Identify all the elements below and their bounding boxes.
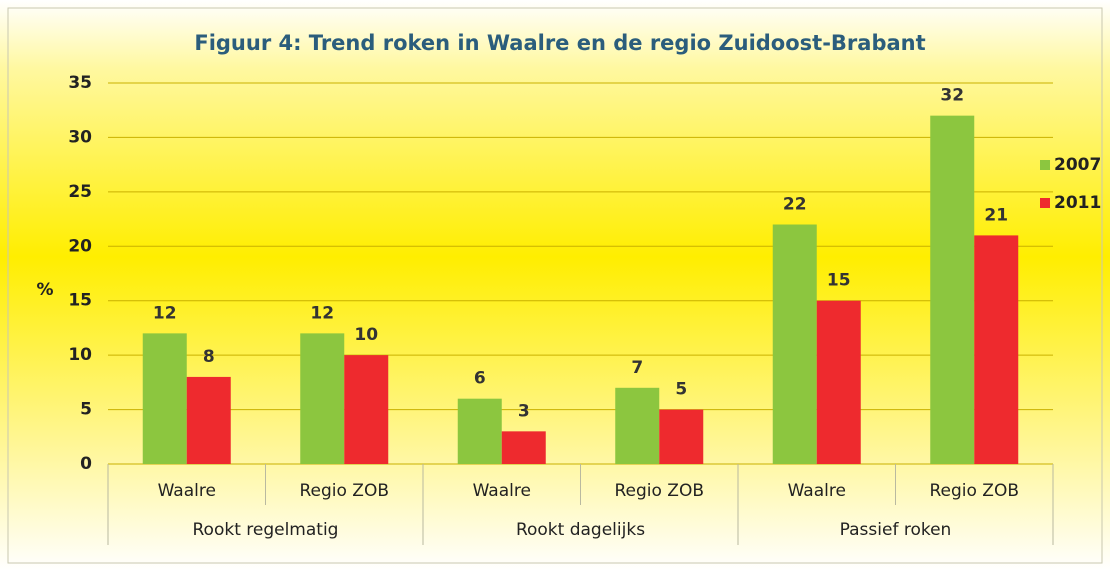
x-tick-label: Waalre <box>473 481 531 501</box>
bar <box>501 431 546 464</box>
x-tick-label: Waalre <box>788 481 846 501</box>
y-tick-label: 15 <box>68 291 92 311</box>
y-tick-label: 20 <box>68 236 92 256</box>
bar <box>300 333 345 464</box>
group-label: Passief roken <box>840 520 952 540</box>
y-tick-label: 0 <box>80 454 92 474</box>
data-label: 21 <box>984 205 1008 225</box>
x-tick-label: Regio ZOB <box>614 481 704 501</box>
group-label: Rookt regelmatig <box>193 520 339 540</box>
chart-title: Figuur 4: Trend roken in Waalre en de re… <box>194 31 925 55</box>
data-label: 7 <box>631 358 643 378</box>
bar <box>344 355 389 464</box>
data-label: 32 <box>940 86 964 106</box>
bar <box>930 115 975 465</box>
y-tick-label: 35 <box>68 73 92 93</box>
data-label: 15 <box>827 271 851 291</box>
data-label: 22 <box>783 195 807 215</box>
x-tick-label: Regio ZOB <box>929 481 1019 501</box>
group-label: Rookt dagelijks <box>516 520 645 540</box>
data-label: 8 <box>203 347 215 367</box>
y-tick-label: 10 <box>68 345 92 365</box>
bar <box>816 300 861 464</box>
bar <box>659 409 704 464</box>
x-tick-label: Waalre <box>158 481 216 501</box>
bar <box>615 387 660 464</box>
bar <box>457 398 502 464</box>
data-label: 10 <box>354 325 378 345</box>
legend-swatch <box>1040 160 1050 170</box>
legend-label: 2011 <box>1054 193 1101 213</box>
bar <box>142 333 187 464</box>
y-tick-label: 5 <box>80 400 92 420</box>
y-axis-label: % <box>36 280 53 300</box>
y-tick-label: 25 <box>68 182 92 202</box>
bar <box>186 376 231 464</box>
data-label: 6 <box>474 369 486 389</box>
bar <box>772 224 817 464</box>
frame <box>7 7 1103 564</box>
y-tick-label: 30 <box>68 127 92 147</box>
legend-swatch <box>1040 198 1050 208</box>
data-label: 12 <box>310 303 334 323</box>
legend-label: 2007 <box>1054 155 1101 175</box>
x-tick-label: Regio ZOB <box>299 481 389 501</box>
data-label: 3 <box>518 401 530 421</box>
data-label: 12 <box>153 303 177 323</box>
bar <box>974 235 1019 464</box>
data-label: 5 <box>675 380 687 400</box>
